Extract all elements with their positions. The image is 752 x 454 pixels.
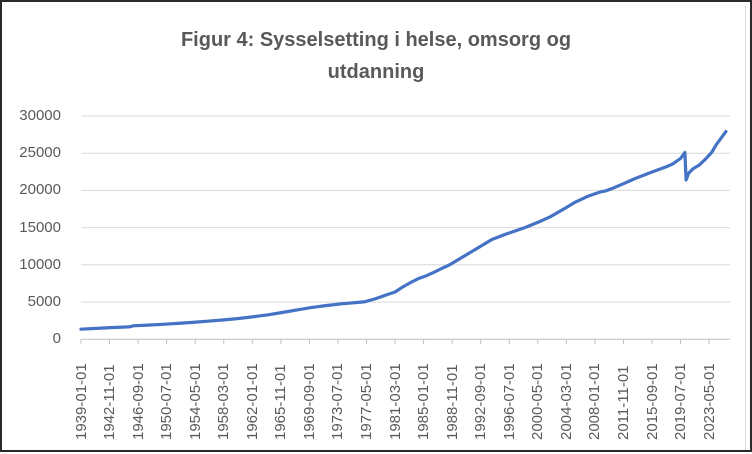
x-axis-label: 1958-03-01 xyxy=(215,363,233,440)
y-axis-label: 5000 xyxy=(27,293,61,310)
x-axis-label: 2015-09-01 xyxy=(643,363,661,440)
y-axis-label: 10000 xyxy=(19,255,61,273)
x-axis-label: 1981-03-01 xyxy=(386,363,404,440)
x-axis-label: 1977-05-01 xyxy=(358,363,375,440)
x-axis-label: 1996-07-01 xyxy=(500,363,518,440)
y-axis-label: 20000 xyxy=(19,181,61,199)
x-axis-label: 1954-05-01 xyxy=(186,363,204,440)
x-axis-label: 1950-07-01 xyxy=(158,363,176,440)
x-axis-label: 1988-11-01 xyxy=(443,364,461,440)
x-axis-label: 1946-09-01 xyxy=(129,363,147,440)
y-axis-label: 30000 xyxy=(19,107,61,124)
x-axis-label: 2008-01-01 xyxy=(586,363,604,440)
x-axis-label: 2000-05-01 xyxy=(529,363,547,440)
x-axis-label: 2011-11-01 xyxy=(614,365,632,440)
x-axis-label: 1939-01-01 xyxy=(72,363,90,440)
x-axis-label: 2019-07-01 xyxy=(672,363,690,440)
x-axis-label: 1965-11-01 xyxy=(272,364,290,440)
x-axis-label: 2004-03-01 xyxy=(557,363,575,440)
x-axis-label: 2023-05-01 xyxy=(700,363,718,440)
x-axis-label: 1942-11-01 xyxy=(101,364,119,440)
y-axis-label: 25000 xyxy=(19,144,61,162)
x-axis-label: 1962-01-01 xyxy=(243,363,261,440)
series-line xyxy=(79,130,728,331)
x-axis-label: 1969-09-01 xyxy=(300,363,318,440)
y-axis-label: 15000 xyxy=(19,218,61,236)
chart-area-right-border xyxy=(745,6,746,450)
x-axis-label: 1985-01-01 xyxy=(415,363,433,440)
x-axis-label: 1973-07-01 xyxy=(329,363,347,440)
x-axis-label: 1992-09-01 xyxy=(472,363,490,440)
chart-title: Figur 4: Sysselsetting i helse, omsorg o… xyxy=(180,29,572,83)
y-axis-label: 0 xyxy=(52,330,61,348)
